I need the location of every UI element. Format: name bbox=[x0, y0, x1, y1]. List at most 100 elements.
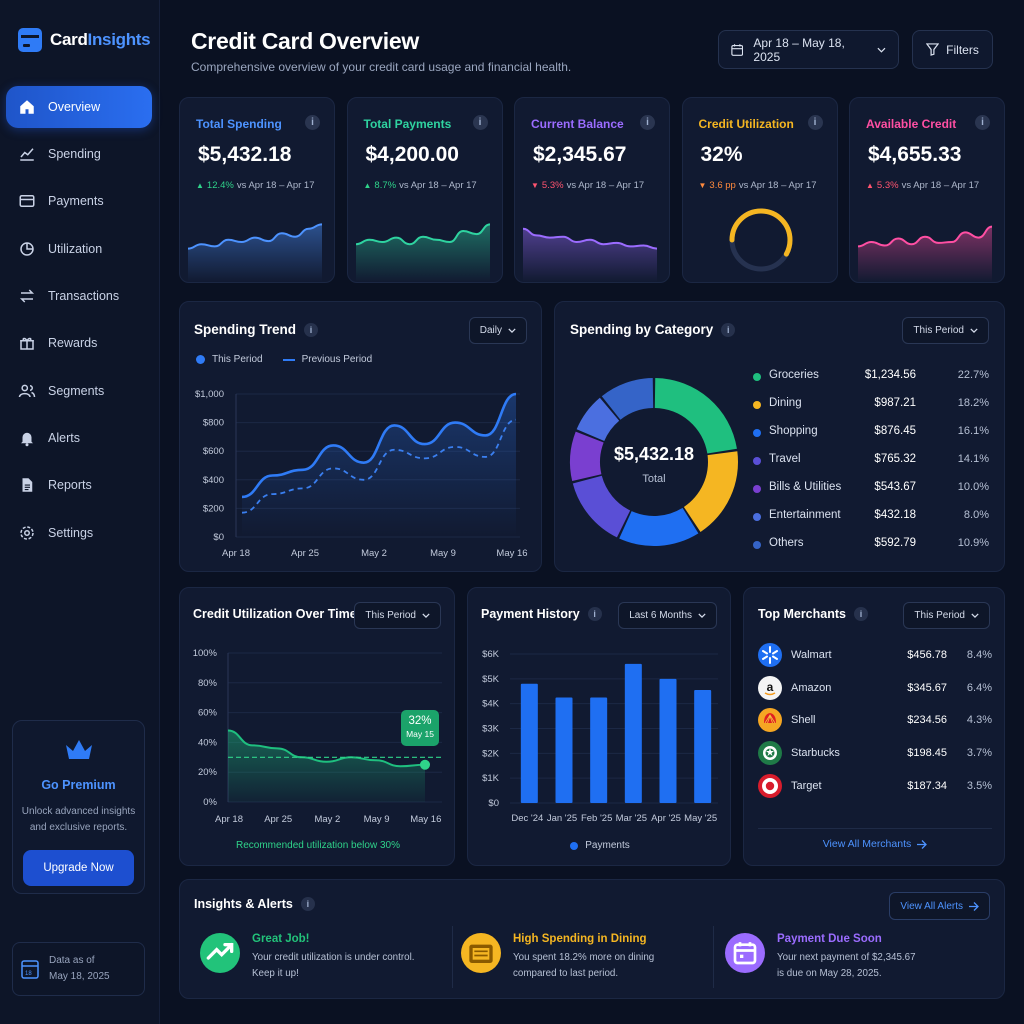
category-percent: 22.7% bbox=[957, 369, 989, 381]
nav-item-payments[interactable]: Payments bbox=[6, 180, 152, 222]
payment-period-select[interactable]: Last 6 Months bbox=[618, 602, 717, 629]
kpi-label: Total Spending bbox=[196, 117, 282, 131]
category-row[interactable]: Dining $987.21 18.2% bbox=[753, 396, 989, 424]
kpi-value: $4,655.33 bbox=[868, 143, 962, 166]
nav-item-transactions[interactable]: Transactions bbox=[6, 275, 152, 317]
nav-item-settings[interactable]: Settings bbox=[6, 512, 152, 554]
info-icon[interactable]: i bbox=[587, 607, 602, 621]
nav-item-utilization[interactable]: Utilization bbox=[6, 228, 152, 270]
top-merchants-title: Top Merchants bbox=[758, 607, 846, 621]
merchant-amount: $234.56 bbox=[907, 714, 947, 727]
chevron-down-icon bbox=[508, 328, 516, 333]
svg-text:18: 18 bbox=[25, 971, 32, 977]
delta-compare: vs Apr 18 – Apr 17 bbox=[236, 180, 315, 191]
utilization-period-select[interactable]: This Period bbox=[354, 602, 441, 629]
insight-item[interactable]: Payment Due Soon Your next payment of $2,… bbox=[725, 931, 975, 991]
delta-arrow-icon: ▲ bbox=[363, 181, 372, 190]
merchant-amount: $187.34 bbox=[907, 779, 947, 792]
nav-item-overview[interactable]: Overview bbox=[6, 86, 152, 128]
merchant-row[interactable]: Walmart $456.78 8.4% bbox=[758, 643, 992, 676]
category-color-dot bbox=[753, 457, 761, 465]
info-icon[interactable]: i bbox=[721, 322, 736, 337]
x-tick-label: May 2 bbox=[314, 814, 340, 825]
kpi-label: Available Credit bbox=[866, 117, 957, 131]
insight-item[interactable]: Great Job! Your credit utilization is und… bbox=[200, 931, 450, 991]
divider bbox=[713, 926, 714, 988]
kpi-card: Current Balance i $2,345.67 ▼ 5.3% vs Apr 18 … bbox=[514, 97, 670, 283]
insight-line2: compared to last period. bbox=[513, 968, 619, 979]
filters-button[interactable]: Filters bbox=[912, 30, 993, 69]
nav-item-segments[interactable]: Segments bbox=[6, 370, 152, 412]
category-row[interactable]: Shopping $876.45 16.1% bbox=[753, 424, 989, 452]
legend-dash-previous bbox=[282, 358, 295, 361]
sparkline-chart bbox=[187, 223, 323, 282]
info-icon[interactable]: i bbox=[807, 115, 823, 130]
x-tick-label: Apr '25 bbox=[651, 813, 681, 824]
merchant-row[interactable]: Target $187.34 3.5% bbox=[758, 773, 992, 807]
spending-by-category-card: Spending by Category i This Period $5,432… bbox=[554, 301, 1005, 572]
sparkline-chart bbox=[857, 225, 993, 282]
merchant-name: Starbucks bbox=[791, 747, 840, 760]
date-range-picker[interactable]: Apr 18 – May 18, 2025 bbox=[718, 30, 899, 69]
donut-slice bbox=[654, 378, 737, 454]
premium-title: Go Premium bbox=[41, 778, 116, 792]
category-name: Shopping bbox=[769, 425, 818, 437]
arrow-right-icon bbox=[969, 901, 979, 911]
nav-item-spending[interactable]: Spending bbox=[6, 133, 152, 175]
kpi-label: Credit Utilization bbox=[698, 117, 794, 131]
y-tick-label: 40% bbox=[198, 737, 218, 748]
info-icon[interactable]: i bbox=[640, 115, 655, 130]
category-row[interactable]: Bills & Utilities $543.67 10.0% bbox=[753, 480, 989, 508]
brand-logo[interactable]: CardInsights bbox=[18, 28, 151, 52]
merchant-row[interactable]: Starbucks $198.45 3.7% bbox=[758, 741, 992, 774]
utilization-chart: 0% 20% 40% 60% 80% 100% Apr 18 Apr 25 May 2 May 9… bbox=[193, 648, 442, 825]
info-icon[interactable]: i bbox=[472, 115, 488, 130]
merchant-row[interactable]: a Amazon $345.67 6.4% bbox=[758, 675, 992, 709]
arrow-right-icon bbox=[917, 839, 928, 849]
nav-item-alerts[interactable]: Alerts bbox=[6, 417, 152, 459]
transfer-icon bbox=[19, 289, 35, 303]
category-row[interactable]: Others $592.79 10.9% bbox=[753, 536, 989, 564]
y-tick-label: $400 bbox=[203, 475, 224, 486]
category-period-select[interactable]: This Period bbox=[902, 317, 989, 344]
kpi-label: Current Balance bbox=[531, 117, 624, 131]
payment-bar bbox=[624, 663, 642, 803]
insight-line1: You spent 18.2% more on dining bbox=[513, 952, 655, 963]
x-tick-label: May 16 bbox=[496, 548, 527, 559]
category-amount: $876.45 bbox=[874, 425, 916, 437]
x-tick-label: Feb '25 bbox=[581, 813, 612, 824]
donut-center-label: Total bbox=[642, 473, 665, 485]
view-all-merchants-link[interactable]: View All Merchants bbox=[744, 838, 1006, 850]
category-name: Dining bbox=[769, 397, 802, 409]
category-row[interactable]: Groceries $1,234.56 22.7% bbox=[753, 368, 989, 396]
donut-slice bbox=[601, 378, 654, 420]
category-row[interactable]: Travel $765.32 14.1% bbox=[753, 452, 989, 480]
info-icon[interactable]: i bbox=[975, 115, 990, 130]
nav-item-reports[interactable]: Reports bbox=[6, 464, 152, 506]
nav-item-rewards[interactable]: Rewards bbox=[6, 322, 152, 364]
granularity-select[interactable]: Daily bbox=[468, 317, 527, 344]
info-icon[interactable]: i bbox=[304, 322, 319, 337]
info-icon[interactable]: i bbox=[300, 897, 315, 911]
merchants-period-select[interactable]: This Period bbox=[903, 602, 990, 629]
category-percent: 8.0% bbox=[963, 509, 989, 521]
insight-line1: Your credit utilization is under control… bbox=[252, 952, 415, 963]
category-list: Groceries $1,234.56 22.7% Dining $987.21 18.2… bbox=[753, 368, 989, 564]
view-all-alerts-button[interactable]: View All Alerts bbox=[889, 892, 990, 920]
gift-icon bbox=[20, 337, 34, 350]
date-range-label: Apr 18 – May 18, 2025 bbox=[753, 35, 845, 64]
merchant-row[interactable]: Shell $234.56 4.3% bbox=[758, 708, 992, 741]
y-tick-label: $600 bbox=[203, 446, 224, 457]
nav-label: Spending bbox=[48, 147, 101, 161]
page-subtitle: Comprehensive overview of your credit ca… bbox=[191, 60, 572, 74]
info-icon[interactable]: i bbox=[853, 607, 868, 621]
category-row[interactable]: Entertainment $432.18 8.0% bbox=[753, 508, 989, 536]
info-icon[interactable]: i bbox=[305, 115, 320, 130]
merchant-list: Walmart $456.78 8.4% a Amazon $345.67 6.4% Shel… bbox=[758, 643, 992, 806]
insight-item[interactable]: High Spending in Dining You spent 18.2% m… bbox=[461, 931, 711, 991]
payment-history-card: Payment History i Last 6 Months $0 $1K $2K $… bbox=[467, 587, 731, 866]
sidebar: CardInsights Overview Spending Payments … bbox=[0, 0, 160, 1024]
upgrade-button[interactable]: Upgrade Now bbox=[23, 850, 134, 886]
category-color-dot bbox=[753, 401, 761, 409]
x-tick-label: Apr 25 bbox=[291, 548, 319, 559]
